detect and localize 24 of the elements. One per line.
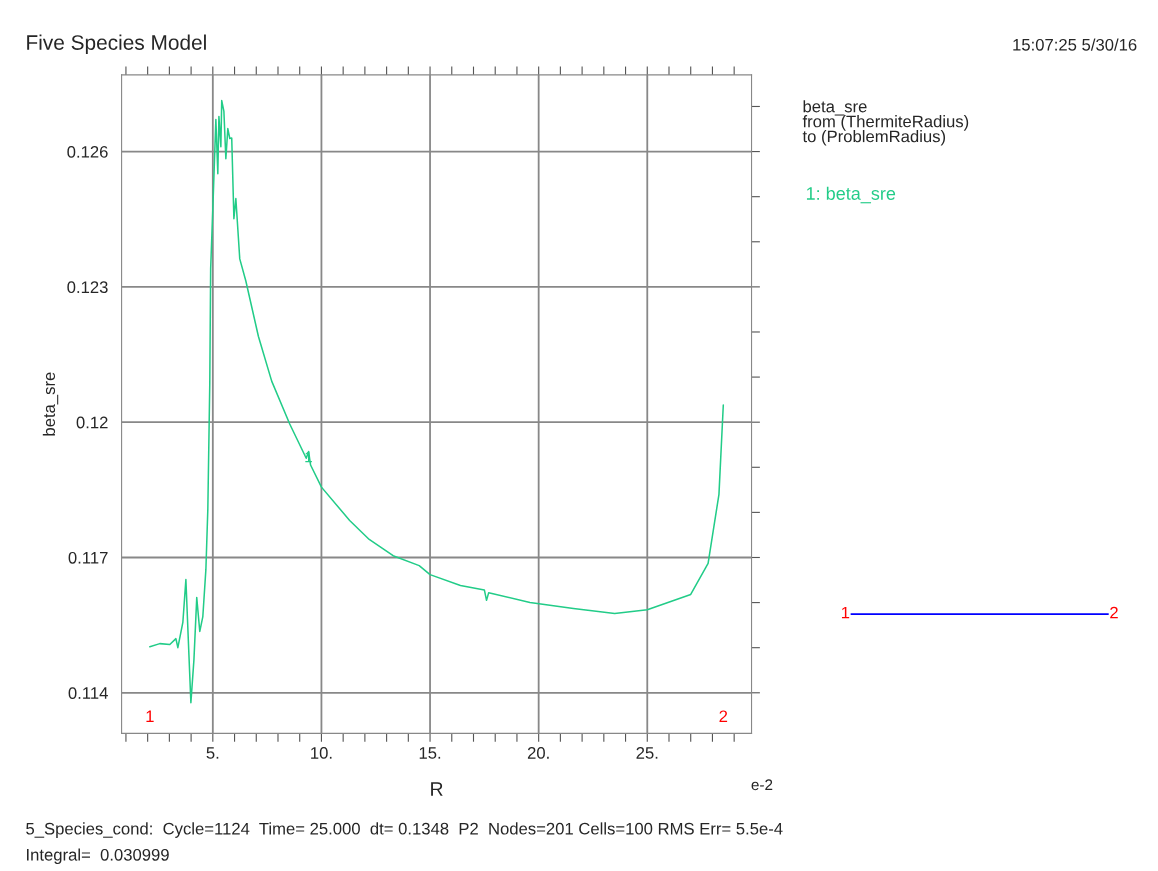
- text: 1: beta_sre: [806, 186, 896, 204]
- x-axis-title: R: [431, 782, 443, 796]
- annotation: 1: [146, 710, 154, 723]
- annotation: 2: [719, 710, 728, 723]
- y-tick-label: 0.12: [76, 416, 108, 429]
- x-tick-label: 20.: [527, 747, 549, 759]
- y-tick-label: 0.114: [68, 687, 108, 699]
- x-tick-label: 5.: [206, 747, 219, 759]
- line-series: [149, 99, 725, 704]
- text: 5_Species_cond: Cycle=1124 Time= 25.000 dt= 0.1348 P2 Nodes=201 Cells=100 RMS Err= 5.5e-4: [26, 822, 783, 838]
- x-tick-label: 15.: [419, 747, 441, 759]
- text: beta_sre from (ThermiteRadius) to (ProblemRadius): [802, 100, 969, 146]
- y-tick-label: 0.117: [68, 551, 108, 564]
- x-tick-label: 10.: [311, 747, 332, 759]
- x-tick-label: 25.: [636, 747, 658, 759]
- y-tick-label: 0.123: [67, 281, 108, 294]
- text: e-2: [751, 779, 773, 791]
- y-axis-title: beta_sre: [42, 372, 59, 436]
- y-tick-label: 0.126: [67, 145, 108, 158]
- text: 15:07:25 5/30/16: [1013, 38, 1137, 51]
- text: Integral= 0.030999: [27, 848, 169, 865]
- text: 2: [1110, 606, 1118, 619]
- chart-title: Five Species Model: [27, 34, 206, 54]
- text: 1: [841, 606, 850, 619]
